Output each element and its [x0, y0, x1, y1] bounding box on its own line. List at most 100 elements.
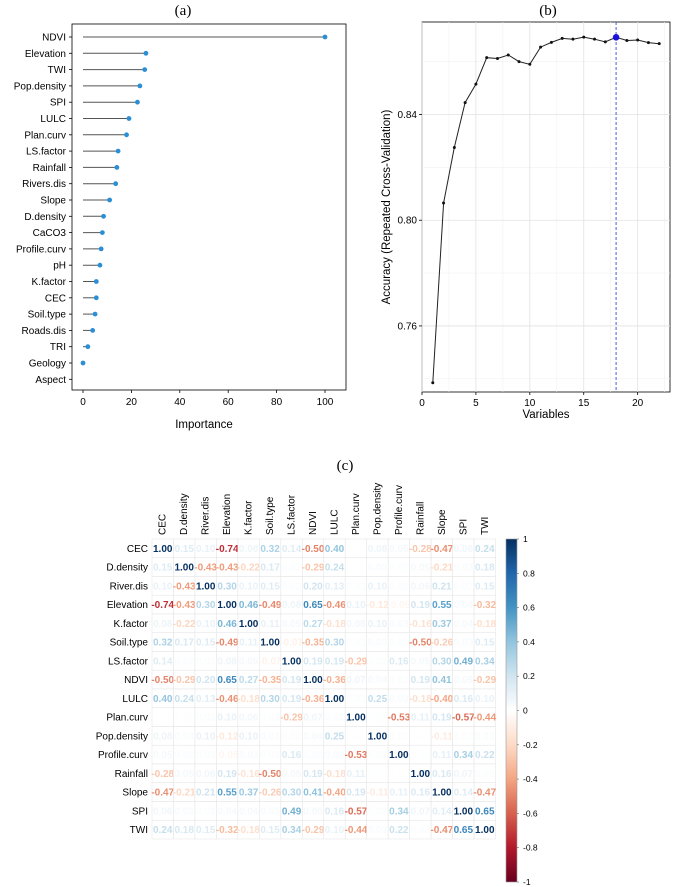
- correlation-value: 0.19: [303, 656, 323, 667]
- correlation-value: 1.00: [325, 694, 345, 705]
- correlation-value: 0.05: [454, 675, 474, 686]
- correlation-value: 0.27: [303, 619, 323, 630]
- correlation-value: 1.00: [454, 806, 474, 817]
- correlation-value: -0.11: [366, 788, 389, 799]
- correlation-value: 0.02: [454, 731, 474, 742]
- correlation-value: 0.07: [411, 806, 431, 817]
- correlation-value: 0.02: [346, 581, 366, 592]
- correlation-value: -0.21: [173, 788, 196, 799]
- correlation-value: -0.18: [323, 619, 346, 630]
- correlation-value: 0.55: [217, 788, 237, 799]
- matrix-cell: [473, 819, 496, 840]
- correlation-value: 0.16: [411, 788, 431, 799]
- correlation-value: 0.11: [389, 788, 408, 799]
- x-tick-label-b: 15: [578, 398, 590, 409]
- correlation-value: -0.40: [430, 694, 453, 705]
- correlation-value: 0.19: [282, 694, 302, 705]
- y-tick-label-a: LS.factor: [26, 147, 67, 158]
- correlation-value: -0.57: [452, 713, 475, 724]
- correlation-value: -0.16: [237, 769, 260, 780]
- correlation-value: -0.29: [280, 713, 303, 724]
- correlation-value: 0.11: [411, 713, 430, 724]
- row-label: D.density: [106, 563, 148, 574]
- correlation-value: 0.14: [454, 788, 474, 799]
- y-tick-label-a: TRI: [50, 342, 66, 353]
- correlation-value: -0.07: [280, 638, 303, 649]
- accuracy-point: [442, 201, 446, 205]
- correlation-value: 0.20: [303, 581, 323, 592]
- correlation-value: 0.01: [346, 563, 366, 574]
- correlation-value: 0.49: [282, 806, 302, 817]
- correlation-value: 0.03: [174, 731, 194, 742]
- correlation-value: 0.24: [325, 563, 345, 574]
- correlation-value: 0.21: [432, 581, 452, 592]
- y-tick-label-a: Pop.density: [14, 81, 66, 92]
- correlation-value: 0.03: [454, 563, 474, 574]
- y-tick-label-a: Elevation: [25, 49, 66, 60]
- correlation-value: 0.15: [475, 638, 495, 649]
- y-tick-label-a: Slope: [40, 196, 66, 207]
- row-label: River.dis: [110, 581, 148, 592]
- correlation-value: -0.36: [302, 694, 325, 705]
- correlation-value: 0.19: [282, 675, 302, 686]
- correlation-value: 0.10: [196, 619, 216, 630]
- correlation-value: -0.47: [430, 825, 453, 836]
- correlation-value: 0.01: [174, 713, 194, 724]
- lollipop-point: [97, 262, 103, 268]
- lollipop-point: [93, 279, 99, 284]
- correlation-value: 0.07: [454, 769, 474, 780]
- lollipop-point: [115, 148, 121, 154]
- correlation-value: -0.53: [345, 750, 368, 761]
- correlation-value: 0.02: [368, 750, 388, 761]
- correlation-value: 0.04: [303, 731, 323, 742]
- correlation-value: 1.00: [282, 656, 302, 667]
- correlation-value: 0.24: [174, 694, 194, 705]
- correlation-value: -0.18: [237, 694, 260, 705]
- correlation-value: -0.32: [473, 600, 496, 611]
- lollipop-point: [114, 165, 120, 170]
- correlation-value: 0.02: [282, 563, 302, 574]
- correlation-value: 0.02: [454, 581, 474, 592]
- correlation-value: 0.49: [454, 656, 474, 667]
- correlation-value: -0.32: [216, 825, 239, 836]
- correlation-value: 0.27: [239, 675, 259, 686]
- y-tick-label-a: Geology: [29, 359, 66, 370]
- accuracy-point: [636, 38, 640, 42]
- accuracy-point: [549, 40, 553, 44]
- correlation-value: 0.34: [282, 825, 302, 836]
- correlation-value: 0.02: [389, 731, 409, 742]
- correlation-value: 0.19: [411, 675, 431, 686]
- correlation-value: -0.28: [409, 544, 432, 555]
- correlation-value: 0.37: [239, 788, 259, 799]
- correlation-value: 0.34: [475, 656, 495, 667]
- column-label: Elevation: [222, 494, 233, 535]
- x-tick-label-a: 60: [223, 397, 235, 408]
- correlation-value: 0.07: [303, 713, 323, 724]
- correlation-value: 0.03: [368, 638, 388, 649]
- accuracy-point: [485, 56, 489, 60]
- correlation-value: 0.65: [475, 806, 495, 817]
- correlation-value: -0.35: [302, 638, 325, 649]
- correlation-value: 0.14: [153, 656, 173, 667]
- correlation-value: 0.34: [454, 750, 474, 761]
- lollipop-point: [93, 295, 99, 301]
- column-label: LULC: [329, 509, 340, 535]
- row-label: SPI: [132, 806, 148, 817]
- y-tick-label-a: D.density: [24, 212, 66, 223]
- correlation-value: 0.03: [475, 731, 495, 742]
- lollipop-point: [135, 99, 140, 105]
- colorbar-tick-label: -0.8: [523, 843, 538, 853]
- y-tick-label-a: Profile.curv: [16, 244, 66, 255]
- correlation-value: 0.24: [153, 825, 173, 836]
- correlation-value: 0.02: [196, 750, 216, 761]
- correlation-value: -0.22: [237, 563, 260, 574]
- colorbar-tick-label: -0.4: [523, 774, 538, 784]
- correlation-value: 0.19: [411, 600, 431, 611]
- correlation-value: 0.02: [368, 806, 388, 817]
- panel-label-c: (c): [337, 458, 354, 474]
- correlation-value: -0.43: [216, 563, 239, 574]
- y-tick-label-a: LULC: [40, 114, 66, 125]
- colorbar-tick-label: -1: [523, 877, 531, 887]
- correlation-value: 0.14: [282, 544, 302, 555]
